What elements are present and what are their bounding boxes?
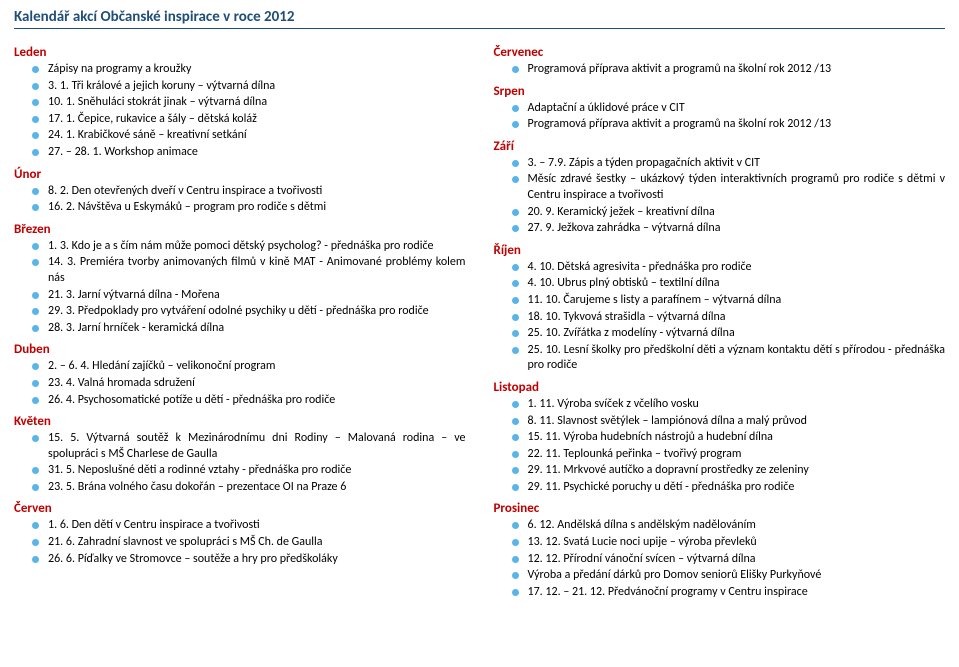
month-heading: Září xyxy=(494,139,946,154)
event-item: 12. 12. Přírodní vánoční svícen – výtvar… xyxy=(528,552,946,568)
month-items: 2. – 6. 4. Hledání zajíčků – velikonoční… xyxy=(14,359,466,408)
event-item: 23. 4. Valná hromada sdružení xyxy=(48,376,466,392)
columns: Leden Zápisy na programy a kroužky3. 1. T… xyxy=(14,39,945,601)
month-items: Adaptační a úklidové práce v CITProgramo… xyxy=(494,101,946,133)
event-item: 17. 12. – 21. 12. Předvánoční programy v… xyxy=(528,585,946,601)
month-heading: Srpen xyxy=(494,84,946,99)
event-item: Adaptační a úklidové práce v CIT xyxy=(528,101,946,117)
event-item: 3. – 7.9. Zápis a týden propagačních akt… xyxy=(528,156,946,172)
month-heading: Listopad xyxy=(494,380,946,395)
event-item: 21. 3. Jarní výtvarná dílna - Mořena xyxy=(48,288,466,304)
event-item: 31. 5. Neposlušné děti a rodinné vztahy … xyxy=(48,463,466,479)
event-item: 24. 1. Krabičkové sáně – kreativní setká… xyxy=(48,128,466,144)
event-item: 25. 10. Zvířátka z modelíny - výtvarná d… xyxy=(528,326,946,342)
event-item: 8. 11. Slavnost světýlek – lampiónová dí… xyxy=(528,414,946,430)
event-item: 29. 11. Psychické poruchy u dětí - předn… xyxy=(528,480,946,496)
month-items: 3. – 7.9. Zápis a týden propagačních akt… xyxy=(494,156,946,237)
event-item: 20. 9. Keramický ježek – kreativní dílna xyxy=(528,205,946,221)
event-item: 26. 6. Píďalky ve Stromovce – soutěže a … xyxy=(48,552,466,568)
month-items: 1. 3. Kdo je a s čím nám může pomoci dět… xyxy=(14,239,466,337)
page-title: Kalendář akcí Občanské inspirace v roce … xyxy=(14,8,945,29)
right-column: Červenec Programová příprava aktivit a pr… xyxy=(494,39,946,601)
month-heading: Březen xyxy=(14,222,466,237)
month-heading: Červenec xyxy=(494,45,946,60)
event-item: Výroba a předání dárků pro Domov seniorů… xyxy=(528,568,946,584)
month-items: 1. 6. Den dětí v Centru inspirace a tvoř… xyxy=(14,518,466,567)
month-items: Programová příprava aktivit a programů n… xyxy=(494,62,946,78)
month-items: 8. 2. Den otevřených dveří v Centru insp… xyxy=(14,184,466,216)
month-heading: Červen xyxy=(14,501,466,516)
event-item: 6. 12. Andělská dílna s andělským nadělo… xyxy=(528,518,946,534)
event-item: Měsíc zdravé šestky – ukázkový týden int… xyxy=(528,172,946,203)
month-items: 6. 12. Andělská dílna s andělským nadělo… xyxy=(494,518,946,600)
event-item: 4. 10. Dětská agresivita - přednáška pro… xyxy=(528,260,946,276)
event-item: Programová příprava aktivit a programů n… xyxy=(528,117,946,133)
event-item: 1. 6. Den dětí v Centru inspirace a tvoř… xyxy=(48,518,466,534)
event-item: 29. 3. Předpoklady pro vytváření odolné … xyxy=(48,304,466,320)
event-item: 15. 5. Výtvarná soutěž k Mezinárodnímu d… xyxy=(48,431,466,462)
event-item: 4. 10. Ubrus plný obtisků – textilní díl… xyxy=(528,276,946,292)
left-column: Leden Zápisy na programy a kroužky3. 1. T… xyxy=(14,39,466,601)
month-heading: Říjen xyxy=(494,243,946,258)
event-item: 26. 4. Psychosomatické potíže u dětí - p… xyxy=(48,393,466,409)
month-items: 15. 5. Výtvarná soutěž k Mezinárodnímu d… xyxy=(14,431,466,495)
event-item: 8. 2. Den otevřených dveří v Centru insp… xyxy=(48,184,466,200)
event-item: 21. 6. Zahradní slavnost ve spolupráci s… xyxy=(48,535,466,551)
event-item: 25. 10. Lesní školky pro předškolní děti… xyxy=(528,343,946,374)
event-item: 28. 3. Jarní hrníček - keramická dílna xyxy=(48,321,466,337)
event-item: 1. 3. Kdo je a s čím nám může pomoci dět… xyxy=(48,239,466,255)
event-item: 17. 1. Čepice, rukavice a šály – dětská … xyxy=(48,112,466,128)
event-item: 18. 10. Tykvová strašidla – výtvarná díl… xyxy=(528,310,946,326)
month-heading: Únor xyxy=(14,167,466,182)
event-item: 16. 2. Návštěva u Eskymáků – program pro… xyxy=(48,200,466,216)
month-items: 1. 11. Výroba svíček z včelího vosku8. 1… xyxy=(494,397,946,496)
event-item: 10. 1. Sněhuláci stokrát jinak – výtvarn… xyxy=(48,95,466,111)
month-items: 4. 10. Dětská agresivita - přednáška pro… xyxy=(494,260,946,374)
event-item: 29. 11. Mrkvové autíčko a dopravní prost… xyxy=(528,463,946,479)
event-item: Programová příprava aktivit a programů n… xyxy=(528,62,946,78)
event-item: 27. – 28. 1. Workshop animace xyxy=(48,145,466,161)
event-item: 23. 5. Brána volného času dokořán – prez… xyxy=(48,480,466,496)
month-heading: Leden xyxy=(14,45,466,60)
event-item: 27. 9. Ježkova zahrádka – výtvarná dílna xyxy=(528,221,946,237)
event-item: Zápisy na programy a kroužky xyxy=(48,62,466,78)
event-item: 15. 11. Výroba hudebních nástrojů a hude… xyxy=(528,430,946,446)
month-heading: Duben xyxy=(14,342,466,357)
event-item: 14. 3. Premiéra tvorby animovaných filmů… xyxy=(48,255,466,286)
event-item: 22. 11. Teplounká peřinka – tvořivý prog… xyxy=(528,447,946,463)
event-item: 2. – 6. 4. Hledání zajíčků – velikonoční… xyxy=(48,359,466,375)
event-item: 11. 10. Čarujeme s listy a parafínem – v… xyxy=(528,293,946,309)
event-item: 1. 11. Výroba svíček z včelího vosku xyxy=(528,397,946,413)
month-heading: Květen xyxy=(14,414,466,429)
event-item: 13. 12. Svatá Lucie noci upije – výroba … xyxy=(528,535,946,551)
event-item: 3. 1. Tři králové a jejich koruny – výtv… xyxy=(48,79,466,95)
month-items: Zápisy na programy a kroužky3. 1. Tři kr… xyxy=(14,62,466,161)
month-heading: Prosinec xyxy=(494,501,946,516)
